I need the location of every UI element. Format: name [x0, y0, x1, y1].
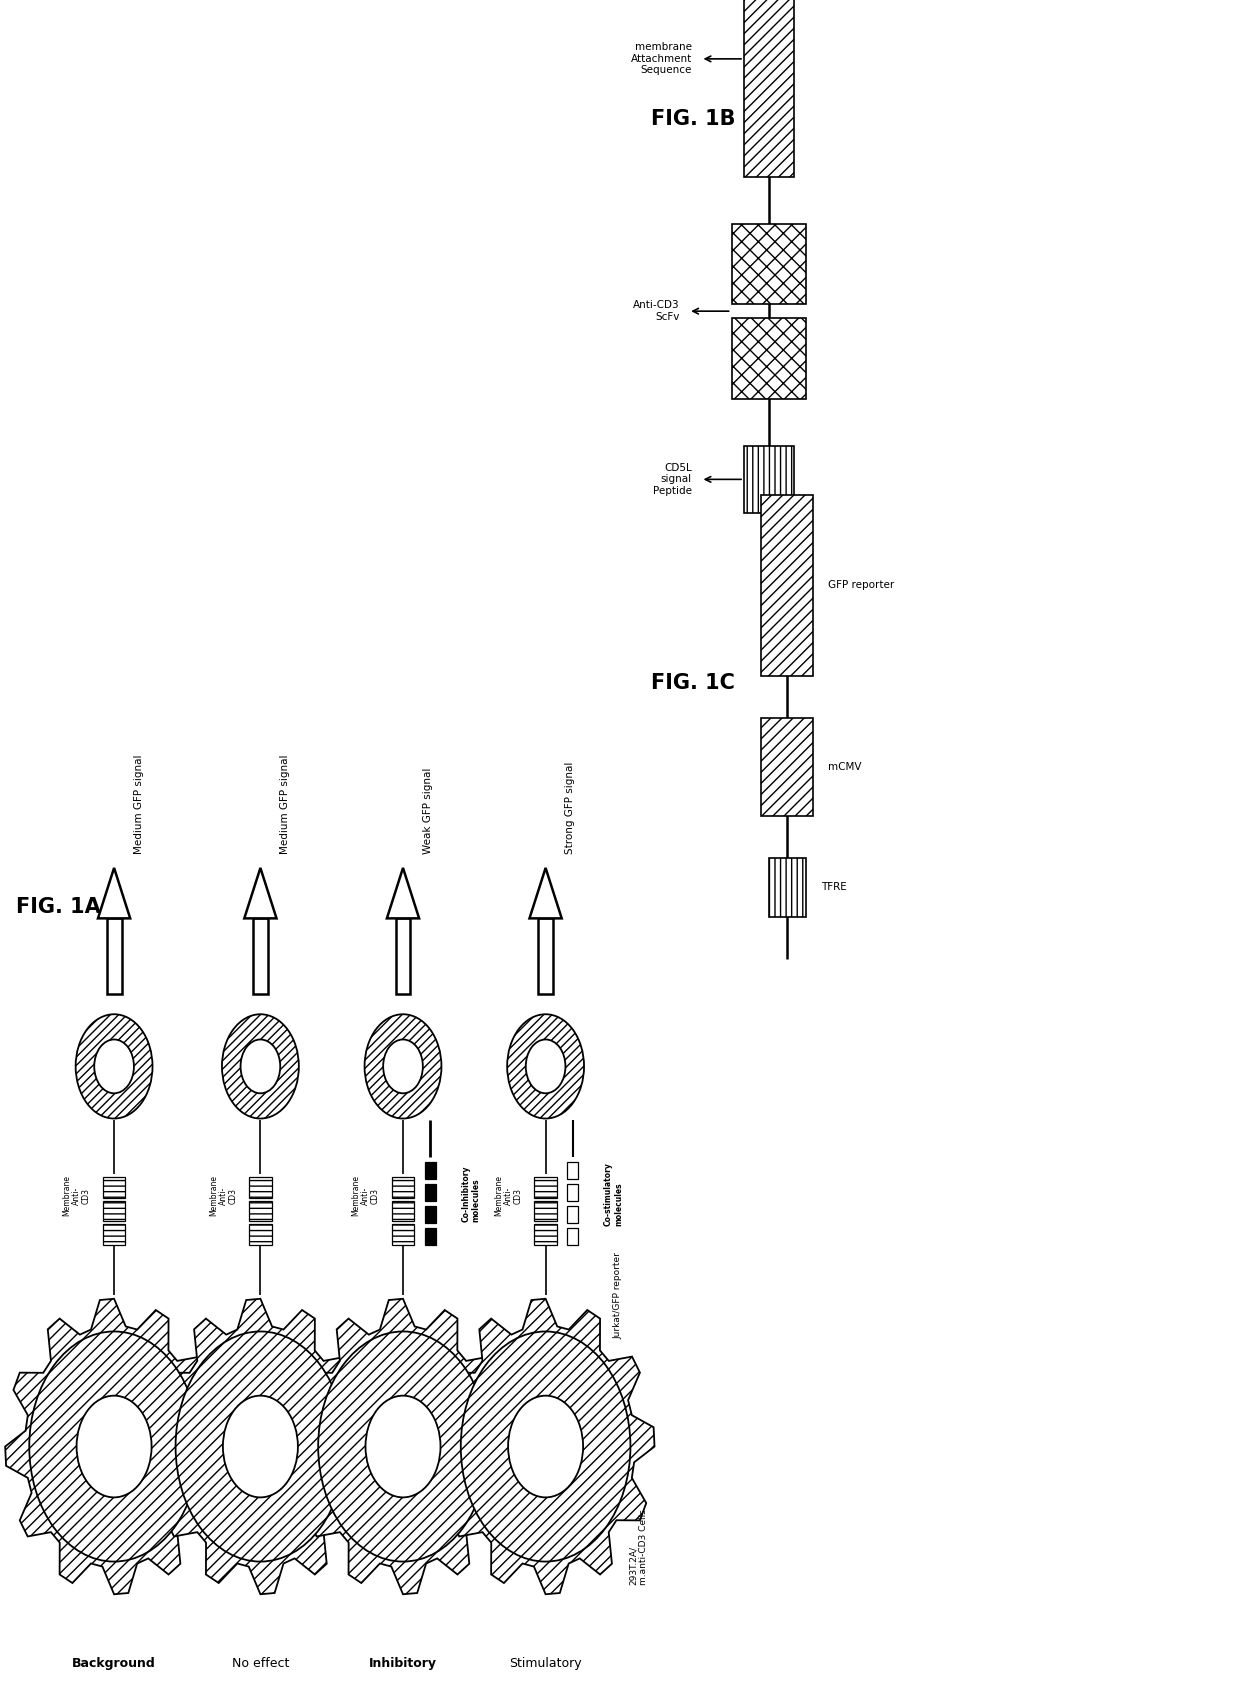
Bar [769, 858, 806, 917]
Bar [538, 918, 553, 994]
Circle shape [366, 1396, 440, 1497]
Circle shape [76, 1014, 153, 1119]
Polygon shape [244, 868, 277, 918]
Bar [424, 1162, 436, 1179]
Circle shape [508, 1396, 583, 1497]
Bar [744, 446, 794, 513]
Circle shape [461, 1332, 630, 1561]
Bar [732, 318, 806, 399]
Text: Background: Background [72, 1657, 156, 1670]
Text: membrane
Attachment
Sequence: membrane Attachment Sequence [631, 42, 692, 76]
Bar [249, 1177, 272, 1198]
Text: Stimulatory: Stimulatory [510, 1657, 582, 1670]
Circle shape [176, 1332, 345, 1561]
Bar [568, 1162, 578, 1179]
Text: TFRE: TFRE [821, 883, 847, 891]
Text: Medium GFP signal: Medium GFP signal [134, 755, 144, 854]
Circle shape [30, 1332, 198, 1561]
Bar [103, 1201, 125, 1221]
Text: Inhibitory: Inhibitory [370, 1657, 436, 1670]
Polygon shape [436, 1299, 655, 1595]
Circle shape [223, 1396, 298, 1497]
Bar [392, 1177, 414, 1198]
Text: Membrane
Anti-
CD3: Membrane Anti- CD3 [210, 1176, 237, 1216]
Bar [249, 1224, 272, 1245]
Text: FIG. 1C: FIG. 1C [651, 673, 735, 693]
Text: No effect: No effect [232, 1657, 289, 1670]
Circle shape [383, 1039, 423, 1093]
Bar [253, 918, 268, 994]
Text: FIG. 1B: FIG. 1B [651, 109, 735, 130]
Bar [249, 1201, 272, 1221]
Bar [732, 224, 806, 304]
Circle shape [319, 1332, 487, 1561]
Bar [761, 718, 813, 816]
Circle shape [222, 1014, 299, 1119]
Bar [424, 1228, 436, 1245]
Circle shape [319, 1332, 487, 1561]
Circle shape [507, 1014, 584, 1119]
Bar [761, 495, 813, 676]
Text: mCMV: mCMV [828, 762, 862, 772]
Text: GFP reporter: GFP reporter [828, 580, 894, 590]
Bar [392, 1201, 414, 1221]
Text: Anti-CD3
ScFv: Anti-CD3 ScFv [632, 301, 680, 321]
Bar [392, 1224, 414, 1245]
Text: 293T.2A/
m.anti-CD3 Cells: 293T.2A/ m.anti-CD3 Cells [629, 1509, 649, 1586]
Polygon shape [529, 868, 562, 918]
Text: TCR: TCR [283, 1046, 293, 1060]
Text: Jurkat/GFP reporter: Jurkat/GFP reporter [614, 1251, 622, 1339]
Text: Membrane
Anti-
CD3: Membrane Anti- CD3 [495, 1176, 522, 1216]
Polygon shape [387, 868, 419, 918]
Text: TCR: TCR [568, 1046, 578, 1060]
Bar [534, 1224, 557, 1245]
Text: Weak GFP signal: Weak GFP signal [423, 769, 433, 854]
Bar [568, 1228, 578, 1245]
Text: Membrane
Anti-
CD3: Membrane Anti- CD3 [63, 1176, 91, 1216]
Circle shape [241, 1039, 280, 1093]
Polygon shape [98, 868, 130, 918]
Circle shape [526, 1039, 565, 1093]
Circle shape [77, 1396, 151, 1497]
Bar [424, 1206, 436, 1223]
Bar [534, 1177, 557, 1198]
Text: FIG. 1A: FIG. 1A [16, 897, 100, 917]
Polygon shape [294, 1299, 512, 1595]
Text: Membrane
Anti-
CD3: Membrane Anti- CD3 [352, 1176, 379, 1216]
Text: Strong GFP signal: Strong GFP signal [565, 762, 575, 854]
Polygon shape [5, 1299, 223, 1595]
Text: CD5L
signal
Peptide: CD5L signal Peptide [653, 463, 692, 496]
Bar [424, 1184, 436, 1201]
Bar [103, 1177, 125, 1198]
Bar [534, 1201, 557, 1221]
Text: TCR: TCR [425, 1046, 435, 1060]
Circle shape [365, 1014, 441, 1119]
Text: Medium GFP signal: Medium GFP signal [280, 755, 290, 854]
Text: TCR: TCR [136, 1046, 146, 1060]
Polygon shape [151, 1299, 370, 1595]
Circle shape [30, 1332, 198, 1561]
Text: Co-Inhibitory
molecules: Co-Inhibitory molecules [461, 1166, 481, 1223]
Circle shape [94, 1039, 134, 1093]
Bar [568, 1184, 578, 1201]
Bar [103, 1224, 125, 1245]
Bar [396, 918, 410, 994]
Circle shape [461, 1332, 630, 1561]
Circle shape [176, 1332, 345, 1561]
Bar [744, 0, 794, 177]
Bar [568, 1206, 578, 1223]
Bar [107, 918, 122, 994]
Text: Co-stimulatory
molecules: Co-stimulatory molecules [604, 1162, 624, 1226]
